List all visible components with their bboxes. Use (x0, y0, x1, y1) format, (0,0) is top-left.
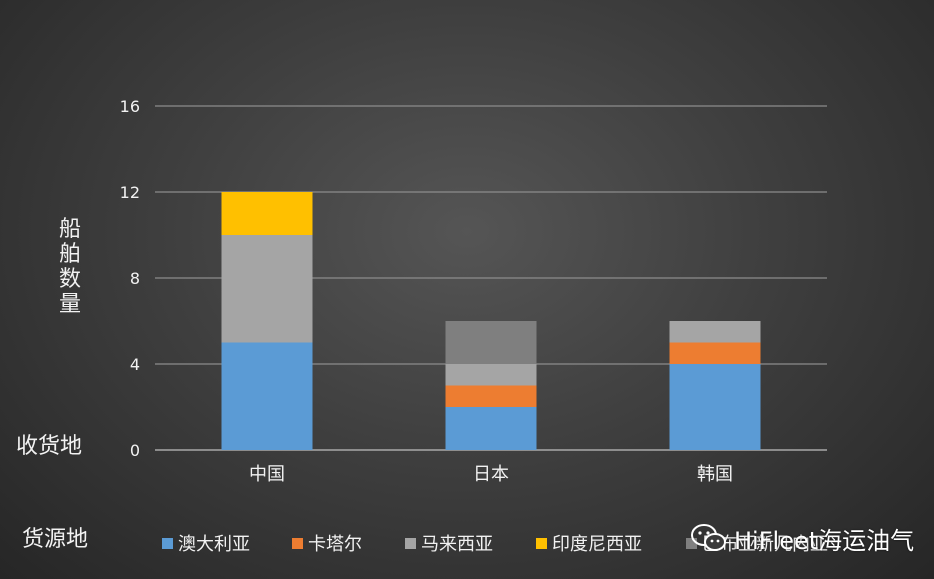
legend-swatch (292, 538, 303, 549)
bar-segment (669, 321, 761, 343)
bar-segment (221, 342, 313, 450)
bar-segment (445, 364, 537, 386)
x-category-label: 中国 (249, 464, 285, 485)
bar-segment (669, 364, 761, 450)
legend-label: 卡塔尔 (308, 534, 362, 555)
legend-label: 马来西亚 (421, 534, 493, 555)
y-tick-label: 4 (130, 355, 140, 374)
watermark-text: HiFleet海运油气 (734, 526, 915, 555)
legend-swatch (162, 538, 173, 549)
bar-segment (221, 235, 313, 343)
bar-segment (669, 342, 761, 364)
bar-segment (445, 407, 537, 450)
y-tick-label: 0 (130, 441, 140, 460)
legend-swatch (405, 538, 416, 549)
y-tick-label: 12 (120, 183, 140, 202)
watermark: HiFleet海运油气 (690, 520, 914, 556)
y-axis-label: 船舶数量 (59, 217, 81, 317)
y-tick-label: 16 (120, 97, 140, 116)
legend-label: 巴布亚新几内亚 (702, 534, 828, 555)
bar-segment (445, 321, 537, 364)
bar-segment (221, 192, 313, 235)
bars (221, 192, 761, 450)
x-category-labels: 中国 日本 韩国 (249, 464, 733, 485)
legend-label: 印度尼西亚 (552, 534, 642, 555)
y-axis-label-text: 船舶数量 (59, 217, 81, 317)
x-axis-label: 收货地 (16, 434, 82, 459)
wechat-icon (691, 524, 726, 551)
bar-segment (445, 385, 537, 407)
legend-label: 澳大利亚 (178, 534, 250, 555)
x-category-label: 日本 (473, 464, 509, 485)
x-category-label: 韩国 (697, 464, 733, 485)
legend-swatch (686, 538, 697, 549)
legend-swatch (536, 538, 547, 549)
legend-title: 货源地 (22, 527, 88, 552)
legend: 澳大利亚 卡塔尔 马来西亚 印度尼西亚 巴布亚新几内亚 (162, 534, 828, 555)
y-tick-label: 8 (130, 269, 140, 288)
y-tick-labels: 0 4 8 12 16 (120, 97, 140, 460)
